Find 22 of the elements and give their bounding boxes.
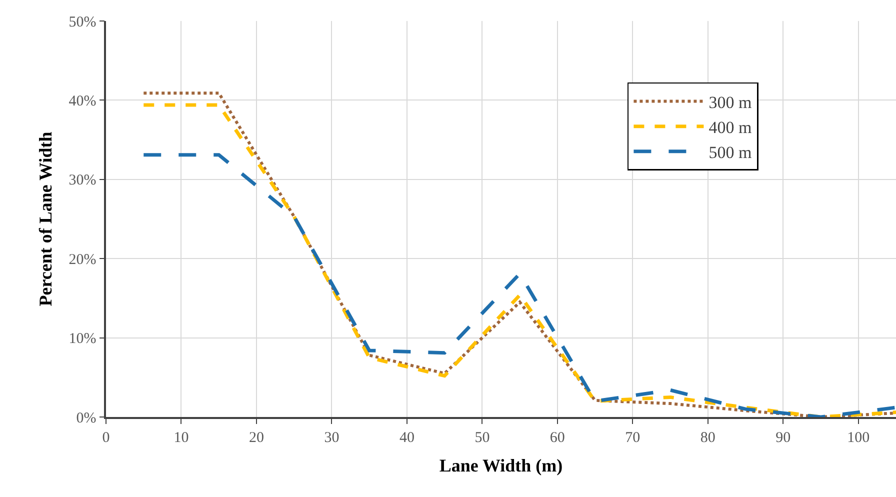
x-tick-label: 100 bbox=[847, 430, 870, 446]
x-tick-label: 50 bbox=[474, 430, 490, 446]
x-tick-label: 60 bbox=[550, 430, 565, 446]
y-tick-label: 10% bbox=[68, 331, 96, 348]
legend-label: 400 m bbox=[708, 118, 752, 137]
x-axis-title: Lane Width (m) bbox=[439, 455, 563, 476]
legend-label: 300 m bbox=[708, 92, 752, 112]
x-tick-label: 0 bbox=[102, 430, 110, 446]
x-tick-label: 30 bbox=[324, 430, 340, 446]
y-tick-label: 50% bbox=[68, 14, 96, 30]
x-tick-label: 20 bbox=[248, 430, 264, 446]
y-axis-title: Percent of Lane Width bbox=[35, 132, 56, 306]
x-tick-label: 80 bbox=[700, 430, 716, 446]
legend-label: 500 m bbox=[708, 143, 752, 162]
y-tick-label: 40% bbox=[68, 93, 96, 110]
x-tick-label: 90 bbox=[776, 430, 791, 446]
x-tick-label: 70 bbox=[625, 430, 640, 446]
x-tick-label: 10 bbox=[174, 430, 189, 446]
y-tick-label: 0% bbox=[76, 410, 96, 426]
y-tick-label: 30% bbox=[68, 172, 96, 189]
x-tick-label: 40 bbox=[399, 430, 414, 446]
y-tick-label: 20% bbox=[68, 252, 96, 268]
